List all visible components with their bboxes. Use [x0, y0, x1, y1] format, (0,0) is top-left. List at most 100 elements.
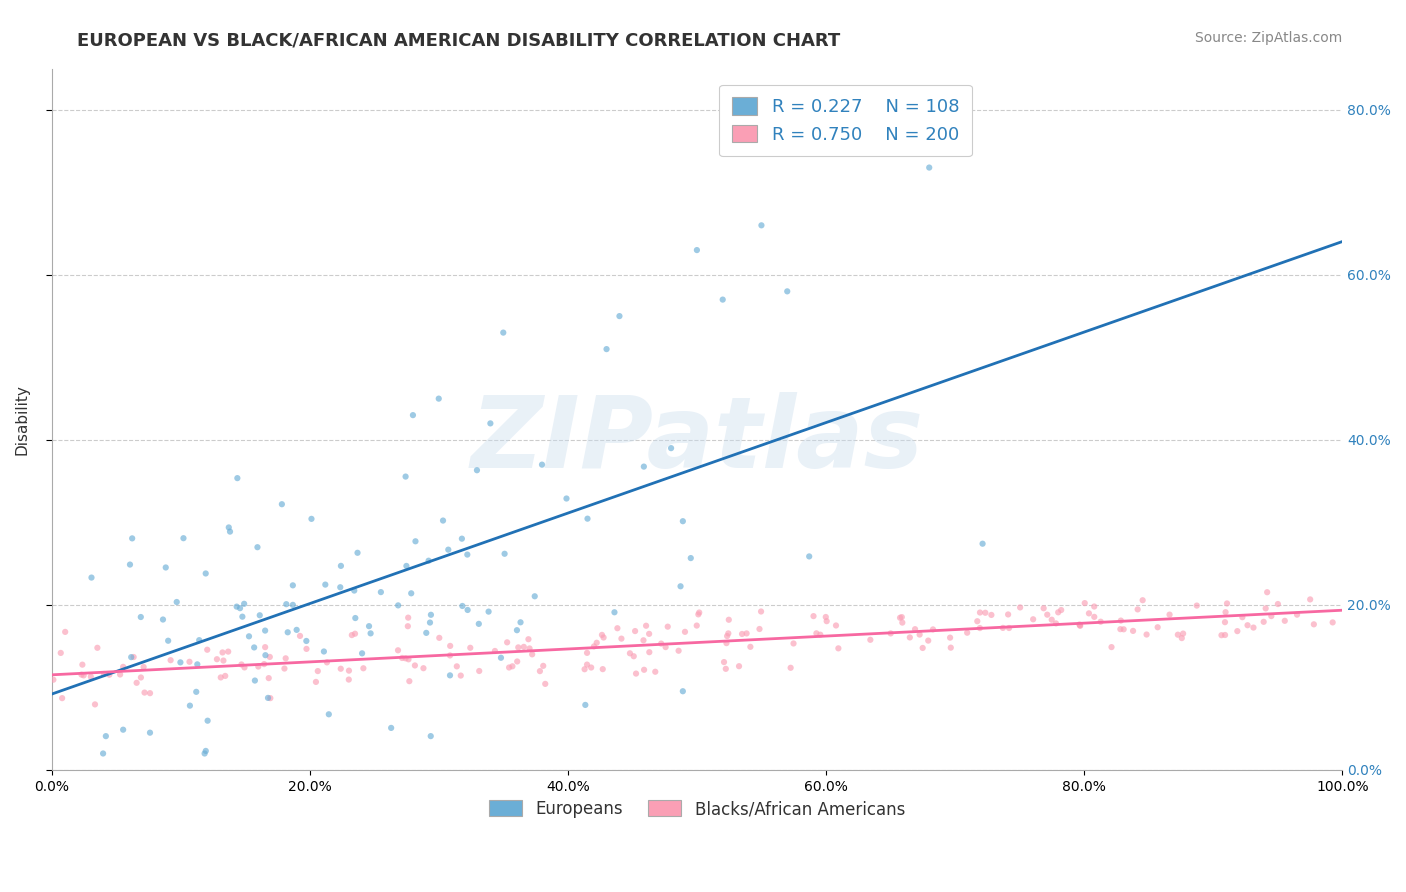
Point — [585, 636, 607, 650]
Point — [889, 611, 911, 625]
Point — [468, 664, 491, 678]
Point — [432, 514, 454, 528]
Point — [498, 660, 520, 674]
Point — [391, 651, 413, 665]
Point — [118, 558, 141, 572]
Point — [603, 605, 626, 619]
Point — [418, 554, 440, 568]
Point — [672, 684, 695, 698]
Point — [427, 631, 450, 645]
Point — [249, 608, 271, 623]
Point — [1069, 618, 1091, 632]
Point — [623, 649, 645, 664]
Point — [501, 659, 523, 673]
Point — [197, 714, 219, 728]
Point — [259, 649, 281, 664]
Point — [273, 661, 295, 675]
Point — [233, 660, 256, 674]
Point — [827, 641, 849, 656]
Point — [1109, 622, 1132, 636]
Point — [713, 655, 735, 669]
Point — [281, 578, 304, 592]
Point — [132, 660, 155, 674]
Point — [1215, 605, 1237, 619]
Point — [307, 664, 329, 678]
Point — [576, 657, 599, 672]
Point — [679, 551, 702, 566]
Point — [1032, 601, 1054, 615]
Point — [650, 636, 672, 650]
Point — [84, 698, 107, 712]
Point — [595, 342, 617, 356]
Point — [211, 645, 233, 659]
Point — [179, 698, 201, 713]
Point — [285, 623, 308, 637]
Point — [972, 537, 994, 551]
Point — [125, 675, 148, 690]
Point — [714, 662, 737, 676]
Point — [257, 690, 280, 705]
Point — [1083, 610, 1105, 624]
Point — [740, 640, 762, 654]
Point — [276, 597, 298, 611]
Point — [974, 606, 997, 620]
Point — [218, 520, 240, 534]
Point — [318, 707, 340, 722]
Point — [633, 459, 655, 474]
Point — [91, 747, 114, 761]
Point — [806, 626, 828, 640]
Point — [419, 729, 441, 743]
Point — [49, 646, 72, 660]
Point — [112, 723, 135, 737]
Point — [496, 635, 519, 649]
Point — [226, 471, 249, 485]
Point — [1135, 627, 1157, 641]
Point — [152, 613, 174, 627]
Point — [402, 408, 425, 422]
Point — [352, 661, 374, 675]
Point — [1045, 616, 1067, 631]
Point — [254, 640, 277, 655]
Point — [419, 615, 441, 630]
Point — [731, 627, 754, 641]
Point — [779, 661, 801, 675]
Point — [624, 624, 647, 638]
Point — [412, 661, 434, 675]
Point — [908, 627, 931, 641]
Point — [458, 640, 481, 655]
Point — [205, 652, 228, 666]
Point — [1254, 601, 1277, 615]
Point — [254, 624, 277, 638]
Point — [281, 598, 304, 612]
Point — [669, 579, 692, 593]
Point — [1040, 613, 1063, 627]
Point — [439, 648, 461, 663]
Point — [243, 640, 266, 655]
Point — [751, 219, 773, 233]
Point — [270, 497, 292, 511]
Point — [231, 609, 253, 624]
Point — [1126, 602, 1149, 616]
Point — [134, 685, 156, 699]
Point — [1022, 612, 1045, 626]
Point — [316, 656, 339, 670]
Point — [259, 691, 281, 706]
Point — [636, 618, 658, 632]
Point — [51, 691, 73, 706]
Point — [1274, 614, 1296, 628]
Point — [606, 621, 628, 635]
Point — [717, 626, 740, 640]
Point — [531, 658, 554, 673]
Point — [1216, 597, 1239, 611]
Point — [451, 599, 474, 613]
Point — [346, 546, 368, 560]
Point — [212, 654, 235, 668]
Point — [592, 662, 614, 676]
Point — [576, 646, 599, 660]
Point — [1083, 599, 1105, 614]
Point — [415, 625, 437, 640]
Point — [72, 657, 94, 672]
Text: Source: ZipAtlas.com: Source: ZipAtlas.com — [1195, 31, 1343, 45]
Point — [129, 671, 152, 685]
Point — [711, 293, 734, 307]
